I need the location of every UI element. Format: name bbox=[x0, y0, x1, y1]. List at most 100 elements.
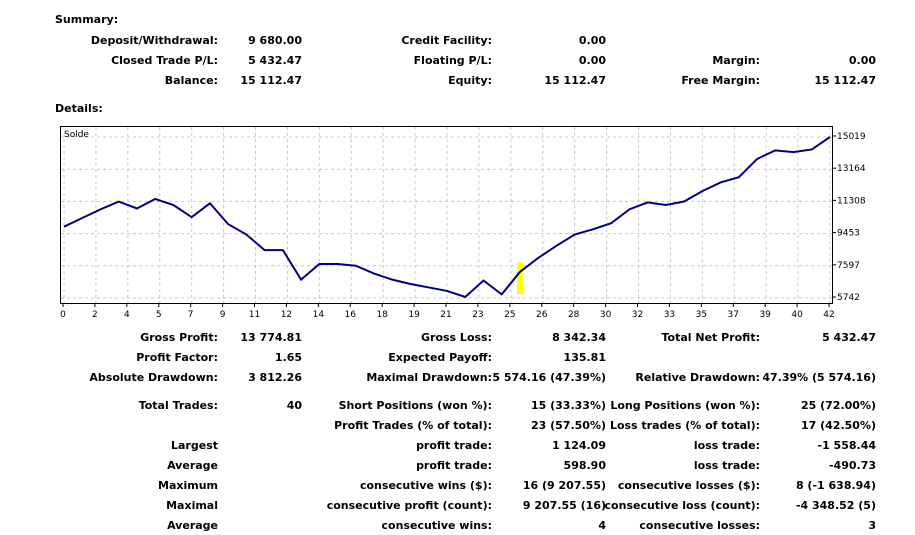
x-tick-label: 0 bbox=[60, 310, 66, 320]
floating-pl-label: Floating P/L: bbox=[413, 54, 492, 67]
max-cons-losses-value: 8 (-1 638.94) bbox=[795, 479, 876, 492]
profit-factor-value: 1.65 bbox=[274, 351, 302, 364]
x-tick-label: 32 bbox=[632, 310, 643, 320]
equity-label: Equity: bbox=[448, 74, 492, 87]
expected-payoff-value: 135.81 bbox=[563, 351, 606, 364]
x-tick-label: 30 bbox=[600, 310, 612, 320]
credit-label: Credit Facility: bbox=[401, 34, 492, 47]
gross-loss-value: 8 342.34 bbox=[552, 331, 606, 344]
x-tick-label: 9 bbox=[220, 310, 226, 320]
average2-label: Average bbox=[167, 519, 218, 532]
avg-cons-losses-value: 3 bbox=[868, 519, 876, 532]
x-tick-label: 26 bbox=[536, 310, 548, 320]
details-heading: Details: bbox=[55, 102, 103, 115]
maximal-profit-label: consecutive profit (count): bbox=[326, 499, 492, 512]
largest-profit-value: 1 124.09 bbox=[552, 439, 606, 452]
long-positions-label: Long Positions (won %): bbox=[610, 399, 760, 412]
max-cons-losses-label: consecutive losses ($): bbox=[617, 479, 760, 492]
summary-heading: Summary: bbox=[55, 13, 119, 26]
gross-profit-value: 13 774.81 bbox=[240, 331, 302, 344]
margin-value: 0.00 bbox=[848, 54, 876, 67]
average-loss-value: -490.73 bbox=[828, 459, 876, 472]
equity-value: 15 112.47 bbox=[544, 74, 606, 87]
maximal-loss-value: -4 348.52 (5) bbox=[795, 499, 876, 512]
total-net-profit-label: Total Net Profit: bbox=[661, 331, 761, 344]
avg-cons-wins-value: 4 bbox=[598, 519, 606, 532]
short-positions-value: 15 (33.33%) bbox=[530, 399, 606, 412]
x-tick-label: 14 bbox=[313, 310, 325, 320]
avg-cons-wins-label: consecutive wins: bbox=[381, 519, 492, 532]
y-tick-label: 15019 bbox=[837, 132, 866, 142]
expected-payoff-label: Expected Payoff: bbox=[388, 351, 492, 364]
deposit-label: Deposit/Withdrawal: bbox=[90, 34, 218, 47]
relative-drawdown-label: Relative Drawdown: bbox=[635, 371, 760, 384]
x-tick-label: 4 bbox=[124, 310, 130, 320]
closed-pl-value: 5 432.47 bbox=[248, 54, 302, 67]
relative-drawdown-value: 47.39% (5 574.16) bbox=[762, 371, 876, 384]
maximum-label: Maximum bbox=[158, 479, 218, 492]
balance-chart: Solde bbox=[60, 126, 833, 304]
free-margin-label: Free Margin: bbox=[681, 74, 760, 87]
x-tick-label: 42 bbox=[823, 310, 834, 320]
closed-pl-label: Closed Trade P/L: bbox=[111, 54, 218, 67]
margin-label: Margin: bbox=[712, 54, 760, 67]
x-tick-label: 39 bbox=[759, 310, 771, 320]
max-cons-wins-value: 16 (9 207.55) bbox=[522, 479, 606, 492]
x-tick-label: 16 bbox=[345, 310, 357, 320]
x-tick-label: 18 bbox=[376, 310, 388, 320]
largest-profit-label: profit trade: bbox=[416, 439, 492, 452]
total-trades-value: 40 bbox=[286, 399, 302, 412]
maximal-profit-value: 9 207.55 (16) bbox=[522, 499, 606, 512]
average-label: Average bbox=[167, 459, 218, 472]
x-tick-label: 2 bbox=[92, 310, 98, 320]
gross-loss-label: Gross Loss: bbox=[421, 331, 492, 344]
average-profit-label: profit trade: bbox=[416, 459, 492, 472]
maximal-label: Maximal bbox=[166, 499, 218, 512]
max-cons-wins-label: consecutive wins ($): bbox=[359, 479, 492, 492]
x-tick-label: 35 bbox=[696, 310, 707, 320]
profit-trades-label: Profit Trades (% of total): bbox=[334, 419, 492, 432]
maximal-loss-label: consecutive loss (count): bbox=[604, 499, 760, 512]
balance-value: 15 112.47 bbox=[240, 74, 302, 87]
x-tick-label: 25 bbox=[504, 310, 515, 320]
long-positions-value: 25 (72.00%) bbox=[800, 399, 876, 412]
total-net-profit-value: 5 432.47 bbox=[822, 331, 876, 344]
balance-label: Balance: bbox=[164, 74, 218, 87]
y-tick-label: 9453 bbox=[837, 229, 860, 239]
total-trades-label: Total Trades: bbox=[138, 399, 218, 412]
profit-trades-value: 23 (57.50%) bbox=[530, 419, 606, 432]
balance-chart-svg bbox=[61, 127, 832, 303]
absolute-drawdown-value: 3 812.26 bbox=[248, 371, 302, 384]
floating-pl-value: 0.00 bbox=[578, 54, 606, 67]
average-profit-value: 598.90 bbox=[563, 459, 606, 472]
x-tick-label: 23 bbox=[472, 310, 483, 320]
maximal-drawdown-label: Maximal Drawdown: bbox=[366, 371, 492, 384]
largest-loss-value: -1 558.44 bbox=[817, 439, 877, 452]
x-tick-label: 12 bbox=[281, 310, 292, 320]
free-margin-value: 15 112.47 bbox=[814, 74, 876, 87]
y-tick-label: 13164 bbox=[837, 164, 866, 174]
y-tick-label: 7597 bbox=[837, 261, 860, 271]
chart-title: Solde bbox=[64, 130, 89, 140]
y-tick-label: 5742 bbox=[837, 293, 860, 303]
x-tick-label: 37 bbox=[728, 310, 739, 320]
short-positions-label: Short Positions (won %): bbox=[338, 399, 492, 412]
deposit-value: 9 680.00 bbox=[248, 34, 302, 47]
average-loss-label: loss trade: bbox=[693, 459, 760, 472]
y-tick-label: 11308 bbox=[837, 196, 866, 206]
x-tick-label: 7 bbox=[188, 310, 194, 320]
credit-value: 0.00 bbox=[578, 34, 606, 47]
absolute-drawdown-label: Absolute Drawdown: bbox=[89, 371, 218, 384]
maximal-drawdown-value: 5 574.16 (47.39%) bbox=[492, 371, 606, 384]
x-tick-label: 33 bbox=[664, 310, 675, 320]
x-tick-label: 21 bbox=[440, 310, 451, 320]
avg-cons-losses-label: consecutive losses: bbox=[639, 519, 760, 532]
x-tick-label: 40 bbox=[791, 310, 803, 320]
largest-loss-label: loss trade: bbox=[693, 439, 760, 452]
profit-factor-label: Profit Factor: bbox=[136, 351, 218, 364]
x-tick-label: 19 bbox=[408, 310, 420, 320]
loss-trades-value: 17 (42.50%) bbox=[800, 419, 876, 432]
gross-profit-label: Gross Profit: bbox=[140, 331, 218, 344]
largest-label: Largest bbox=[171, 439, 218, 452]
x-tick-label: 28 bbox=[568, 310, 580, 320]
